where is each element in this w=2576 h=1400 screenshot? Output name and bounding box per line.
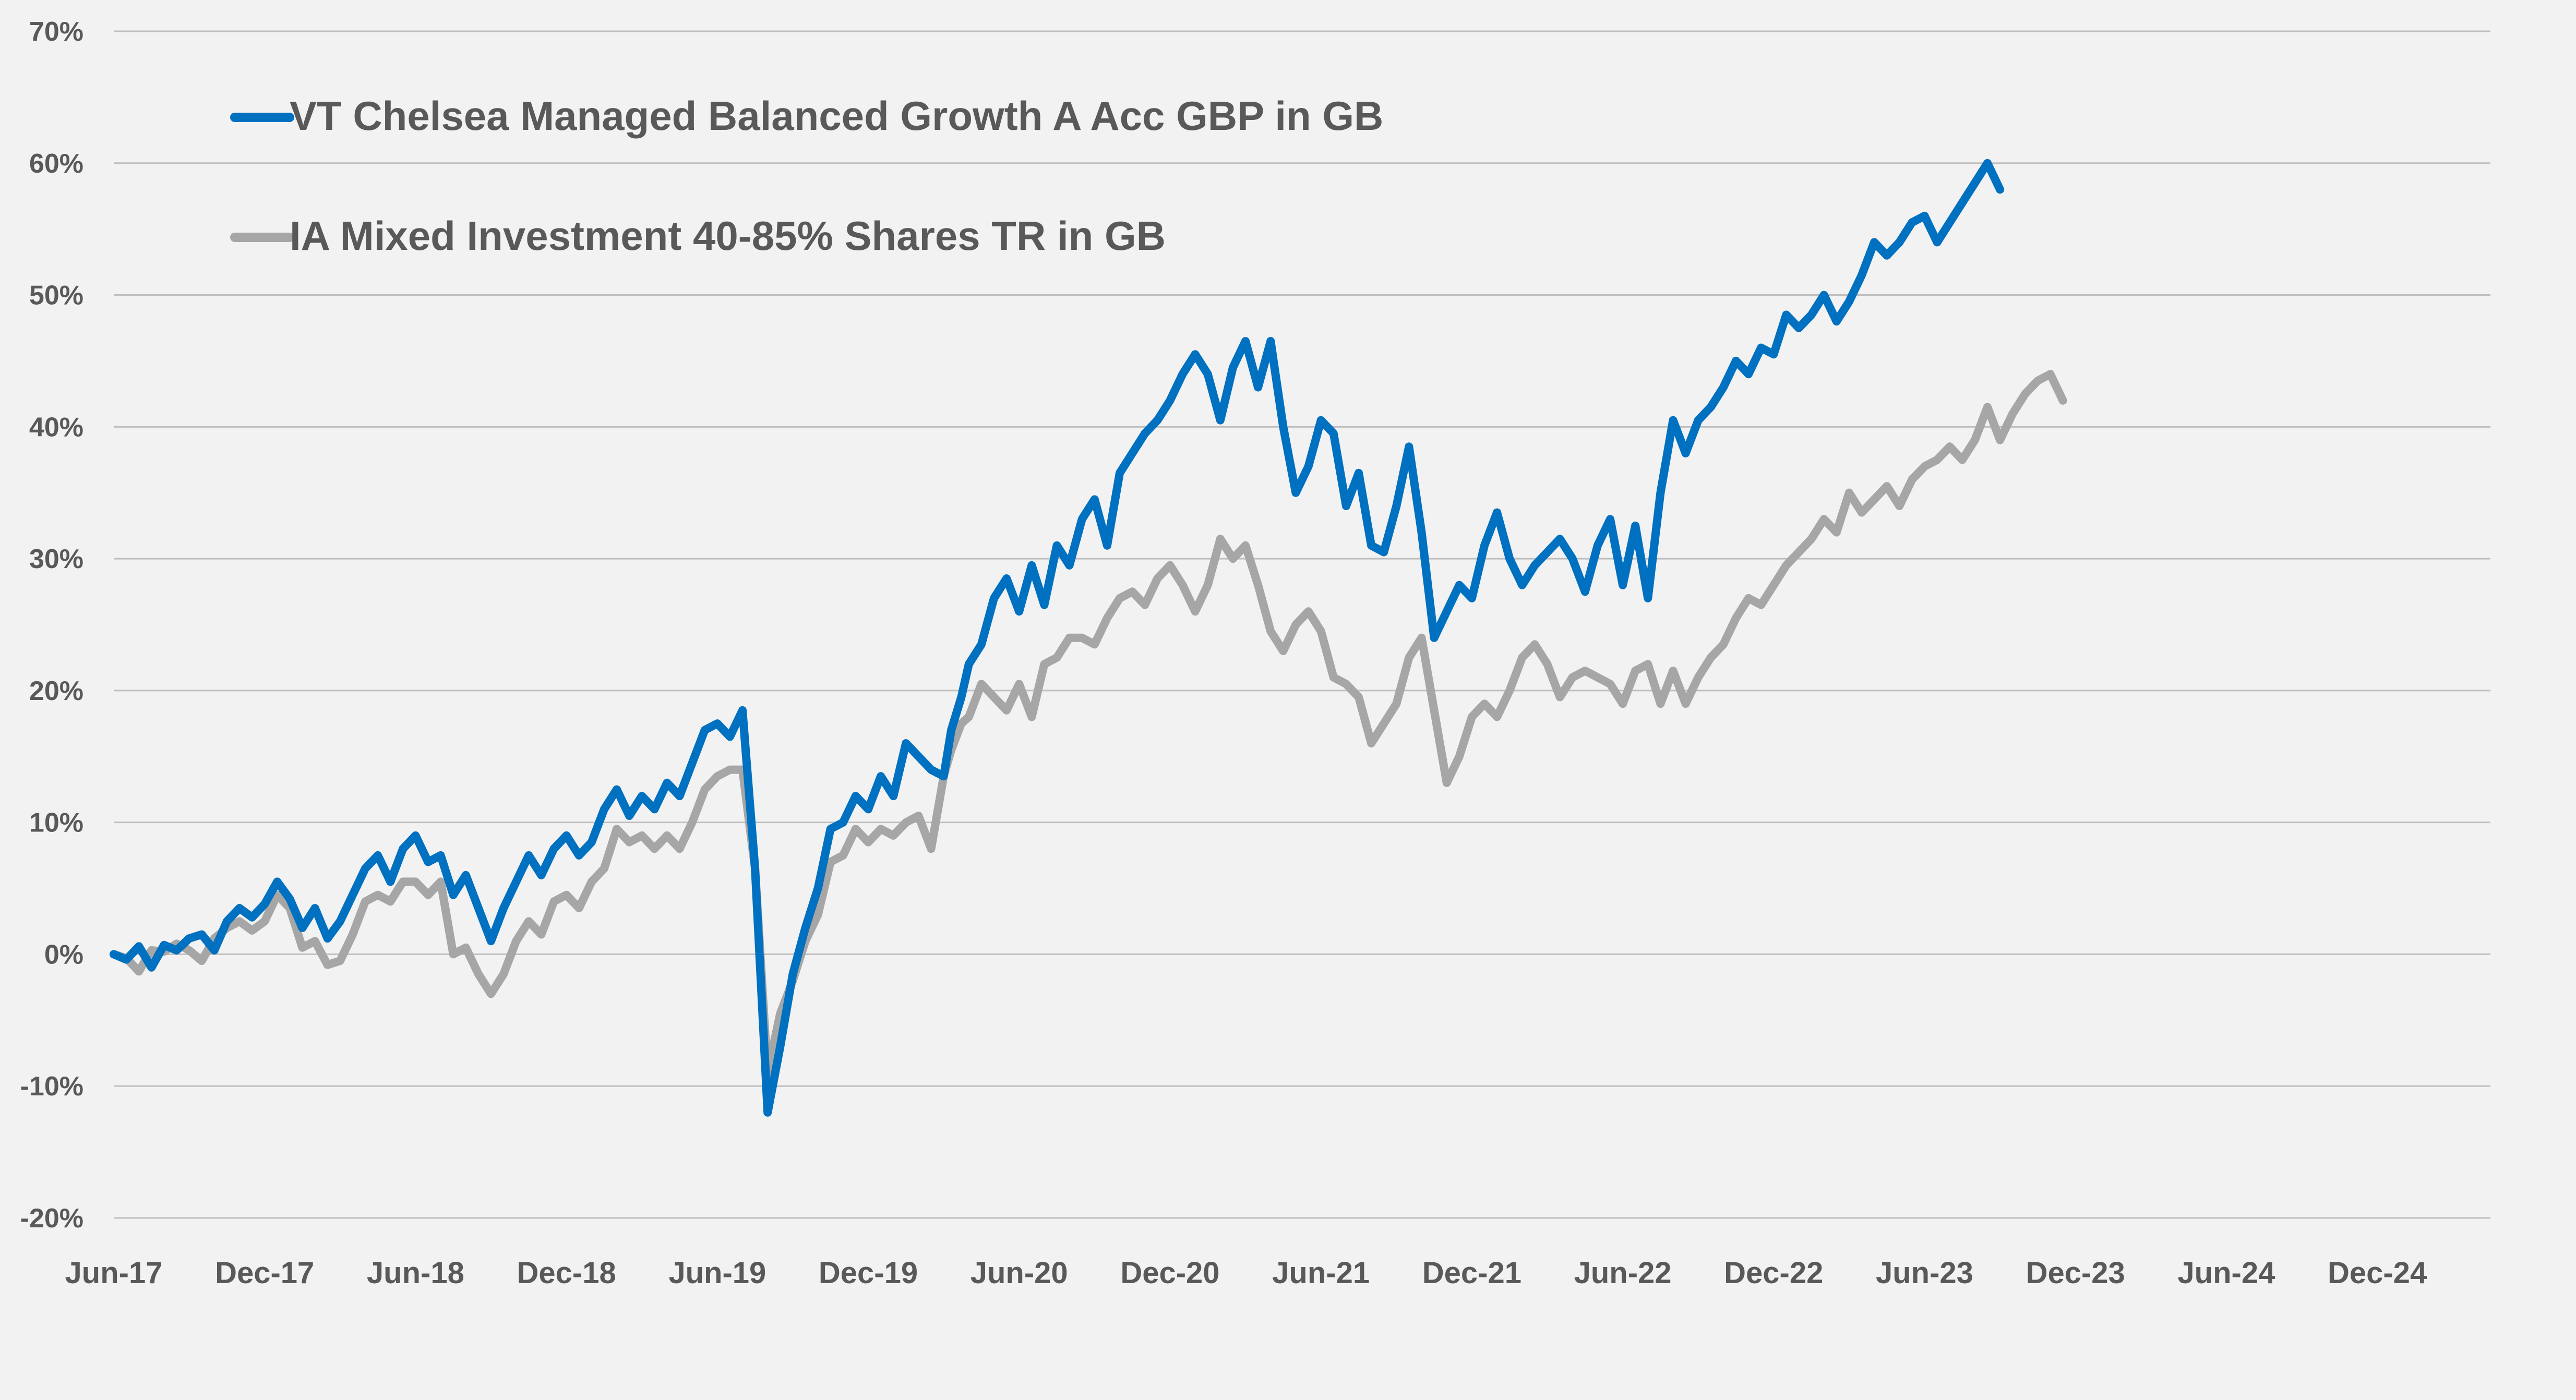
legend-label: IA Mixed Investment 40-85% Shares TR in … (290, 213, 1166, 259)
legend: VT Chelsea Managed Balanced Growth A Acc… (230, 93, 1383, 259)
y-tick-label: 60% (29, 149, 83, 179)
x-tick-label: Jun-22 (1574, 1256, 1672, 1290)
x-tick-label: Dec-19 (819, 1256, 918, 1290)
x-tick-label: Dec-21 (1422, 1256, 1521, 1290)
legend-label: VT Chelsea Managed Balanced Growth A Acc… (290, 93, 1383, 139)
x-tick-label: Dec-17 (215, 1256, 314, 1290)
series-line-ia-mixed (110, 370, 2067, 1077)
x-tick-label: Dec-20 (1120, 1256, 1219, 1290)
y-tick-label: 20% (29, 676, 83, 706)
x-tick-label: Jun-19 (668, 1256, 766, 1290)
series-lines (110, 159, 2067, 1117)
y-tick-label: 0% (44, 939, 83, 970)
y-axis-tick-labels: -20% -10% 0% 10% 20% 30% 40% 50% 60% 70% (20, 17, 83, 1234)
x-tick-label: Jun-24 (2177, 1256, 2275, 1290)
y-tick-label: 50% (29, 281, 83, 311)
x-tick-label: Jun-17 (65, 1256, 163, 1290)
y-tick-label: 10% (29, 808, 83, 838)
x-tick-label: Jun-20 (971, 1256, 1068, 1290)
x-tick-label: Jun-23 (1876, 1256, 1973, 1290)
y-tick-label: 40% (29, 412, 83, 442)
gridlines (114, 30, 2490, 1219)
x-tick-label: Jun-18 (367, 1256, 464, 1290)
x-tick-label: Dec-18 (517, 1256, 616, 1290)
x-tick-label: Dec-22 (1724, 1256, 1823, 1290)
y-tick-label: 70% (29, 17, 83, 47)
y-tick-label: -10% (20, 1071, 83, 1102)
x-tick-label: Jun-21 (1272, 1256, 1370, 1290)
y-tick-label: 30% (29, 544, 83, 574)
y-tick-label: -20% (20, 1203, 83, 1234)
x-tick-label: Dec-24 (2328, 1256, 2427, 1290)
series-line-vt-chelsea (110, 159, 2005, 1117)
x-tick-label: Dec-23 (2026, 1256, 2125, 1290)
x-axis-tick-labels: Jun-17 Dec-17 Jun-18 Dec-18 Jun-19 Dec-19 Jun-… (65, 1256, 2427, 1290)
